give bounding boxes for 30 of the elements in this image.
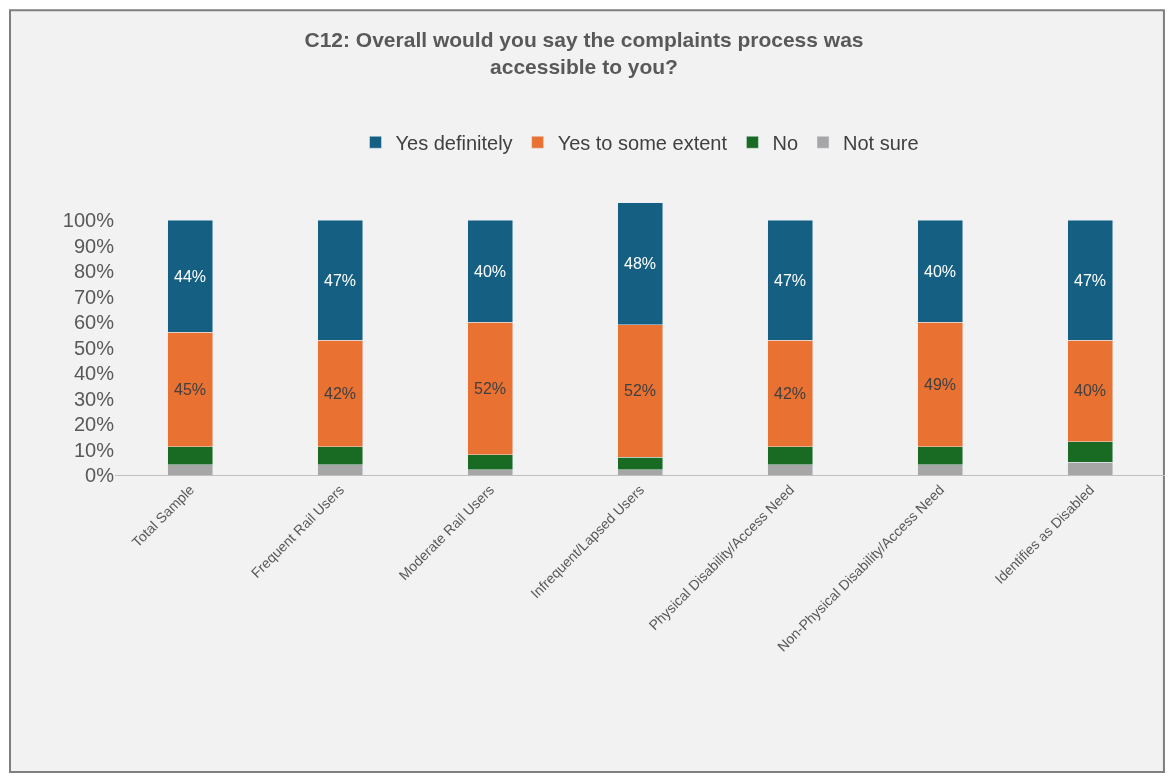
- data-label: 45%: [173, 381, 207, 399]
- data-label: 47%: [323, 271, 357, 289]
- y-tick-label: 100%: [62, 209, 115, 232]
- data-label: 49%: [923, 376, 957, 394]
- data-label: 52%: [473, 379, 507, 397]
- y-tick-label: 40%: [73, 362, 115, 385]
- y-tick-label: 0%: [85, 464, 115, 486]
- y-tick-label: 70%: [73, 285, 115, 308]
- data-label: 52%: [623, 382, 657, 400]
- chart-title: C12: Overall would you say the complaints process was accessible to you?: [304, 27, 864, 78]
- legend-label: Not sure: [843, 132, 919, 155]
- data-label: 42%: [773, 385, 807, 403]
- y-tick-label: 30%: [73, 387, 115, 410]
- data-label: 48%: [623, 255, 657, 273]
- legend-label: Yes to some extent: [557, 132, 728, 155]
- data-label: 40%: [1073, 382, 1107, 400]
- data-label: 44%: [173, 267, 207, 285]
- data-label: 47%: [1073, 271, 1107, 289]
- data-label: 47%: [773, 271, 807, 289]
- y-tick-label: 90%: [73, 234, 115, 257]
- data-label: 40%: [923, 262, 957, 280]
- y-tick-label: 80%: [73, 260, 115, 283]
- y-tick-label: 20%: [73, 413, 115, 436]
- legend-label: No: [772, 132, 799, 155]
- data-label: 42%: [323, 385, 357, 403]
- data-label: 40%: [473, 262, 507, 280]
- legend-label: Yes definitely: [395, 132, 513, 155]
- y-tick-label: 10%: [73, 438, 115, 461]
- y-tick-label: 60%: [73, 311, 115, 334]
- y-tick-label: 50%: [73, 336, 115, 359]
